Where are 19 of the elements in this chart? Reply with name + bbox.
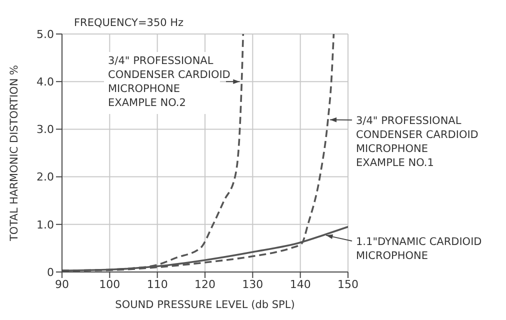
x-tick-label: 150	[338, 278, 358, 291]
y-tick-label: 3.0	[36, 123, 54, 136]
x-tick-label: 140	[290, 278, 311, 291]
y-tick-label: 5.0	[36, 28, 54, 41]
series-label: 1.1"DYNAMIC CARDIOID MICROPHONE	[356, 236, 482, 262]
x-axis-title: SOUND PRESSURE LEVEL (db SPL)	[115, 299, 295, 311]
text: FREQUENCY=350 Hz	[74, 17, 184, 29]
x-tick-label: 110	[146, 278, 168, 291]
y-axis-title: TOTAL HARMONIC DISTORTION %	[8, 64, 21, 242]
x-tick-label: 90	[55, 278, 69, 291]
text: 3/4" PROFESSIONAL CONDENSER CARDIOID MICROPHONE EXAMPLE NO.1	[356, 115, 478, 169]
x-tick-label: 130	[242, 278, 264, 291]
y-tick-label: 0	[47, 266, 54, 279]
x-tick-label: 100	[99, 278, 120, 291]
y-tick-label: 2.0	[36, 170, 54, 184]
series-label: 3/4" PROFESSIONAL CONDENSER CARDIOID MICROPHONE EXAMPLE NO.2	[108, 55, 230, 109]
x-tick-label: 120	[194, 278, 216, 291]
y-tick-label: 4.0	[36, 76, 54, 89]
y-tick-label: 1.0	[36, 218, 54, 232]
